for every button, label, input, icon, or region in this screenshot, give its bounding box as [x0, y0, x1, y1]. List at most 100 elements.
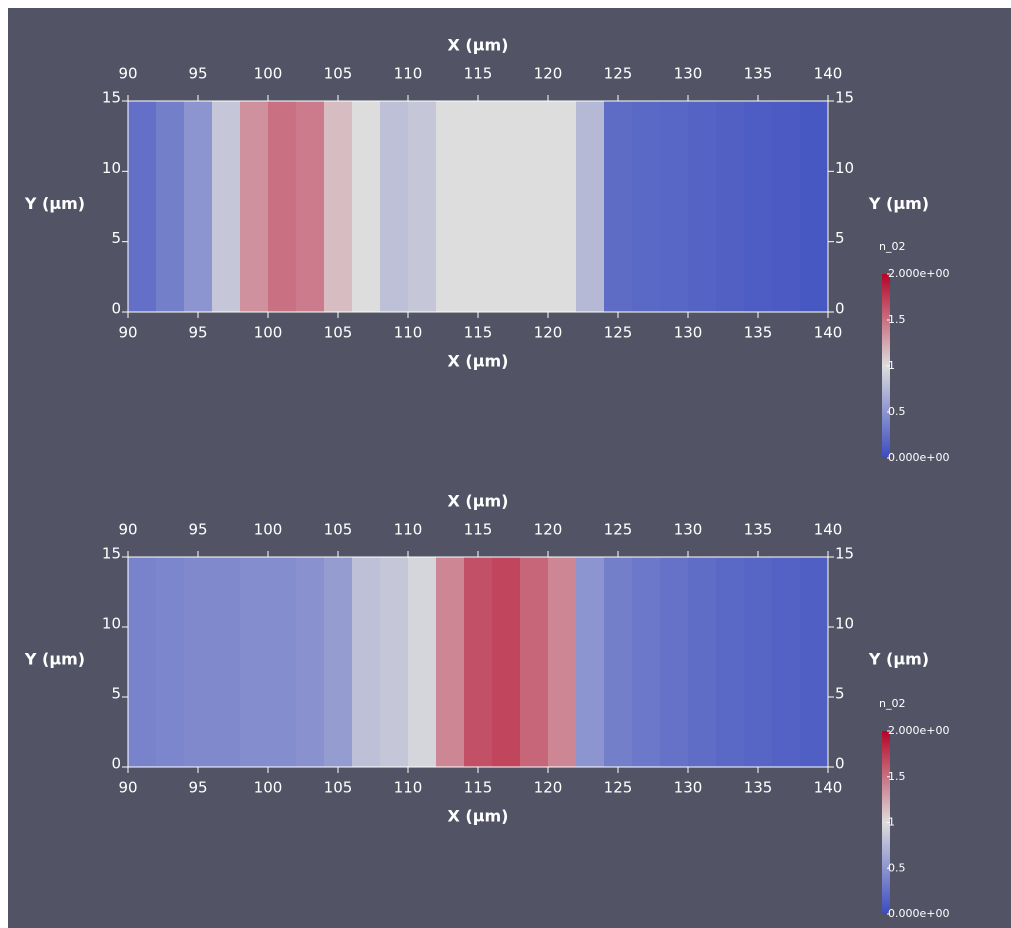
heatmap-cell	[632, 101, 661, 312]
x-tick-label-bottom: 100	[254, 324, 283, 342]
heatmap-cell	[184, 557, 213, 767]
heatmap-cell	[184, 101, 213, 312]
heatmap-cell	[604, 557, 633, 767]
heatmap-cell	[408, 101, 437, 312]
y-tick-label-right: 0	[835, 300, 845, 318]
heatmap-cell	[240, 101, 269, 312]
y-tick-label-right: 15	[835, 545, 854, 563]
x-tick-label-bottom: 130	[674, 324, 703, 342]
heatmap-cell	[744, 101, 773, 312]
x-tick-label-top: 120	[534, 521, 563, 539]
x-tick-label-top: 115	[464, 65, 493, 83]
heatmap-cell	[156, 101, 185, 312]
x-tick-label-top: 125	[604, 521, 633, 539]
colorbar-tick-label: 2.000e+00	[888, 267, 949, 280]
heatmap-cell	[604, 101, 633, 312]
x-axis-label-bottom: X (µm)	[448, 352, 509, 371]
x-tick-label-top: 90	[118, 65, 137, 83]
x-tick-label-top: 125	[604, 65, 633, 83]
heatmap-cell	[352, 101, 381, 312]
heatmap-cell	[688, 557, 717, 767]
x-tick-label-bottom: 140	[814, 779, 843, 797]
heatmap-cell	[128, 101, 157, 312]
x-tick-label-bottom: 135	[744, 779, 773, 797]
x-tick-label-top: 95	[188, 65, 207, 83]
x-tick-label-bottom: 140	[814, 324, 843, 342]
x-tick-label-top: 90	[118, 521, 137, 539]
colorbar-tick-label: 0.000e+00	[888, 451, 949, 464]
x-tick-label-bottom: 95	[188, 324, 207, 342]
heatmap-cell	[464, 101, 493, 312]
heatmap-cell	[408, 557, 437, 767]
heatmap-cell	[268, 557, 297, 767]
x-axis-label-top: X (µm)	[448, 492, 509, 511]
x-tick-label-bottom: 135	[744, 324, 773, 342]
heatmap-cell	[212, 101, 241, 312]
heatmap-cell	[128, 557, 157, 767]
y-tick-label-left: 10	[102, 159, 121, 177]
heatmap-cell	[632, 557, 661, 767]
x-tick-label-bottom: 115	[464, 324, 493, 342]
heatmap-cell	[324, 557, 353, 767]
x-tick-label-top: 110	[394, 521, 423, 539]
x-tick-label-top: 105	[324, 521, 353, 539]
heatmap-cell	[576, 557, 605, 767]
x-tick-label-bottom: 125	[604, 779, 633, 797]
x-tick-label-top: 100	[254, 521, 283, 539]
heatmap-cell	[296, 557, 325, 767]
x-tick-label-bottom: 95	[188, 779, 207, 797]
heatmap-cell	[800, 101, 829, 312]
x-tick-label-top: 130	[674, 65, 703, 83]
x-tick-label-top: 120	[534, 65, 563, 83]
y-tick-label-right: 5	[835, 229, 845, 247]
y-tick-label-right: 5	[835, 685, 845, 703]
x-tick-label-top: 140	[814, 521, 843, 539]
heatmap-cell	[520, 101, 549, 312]
x-tick-label-top: 115	[464, 521, 493, 539]
x-tick-label-bottom: 110	[394, 779, 423, 797]
heatmap-cell	[324, 101, 353, 312]
x-tick-label-bottom: 125	[604, 324, 633, 342]
y-tick-label-right: 10	[835, 615, 854, 633]
x-tick-label-top: 135	[744, 521, 773, 539]
x-tick-label-bottom: 120	[534, 779, 563, 797]
x-tick-label-top: 100	[254, 65, 283, 83]
y-tick-label-left: 10	[102, 615, 121, 633]
heatmap-cell	[492, 101, 521, 312]
heatmap-cell	[212, 557, 241, 767]
colorbar-tick-label: 1.5	[888, 770, 906, 783]
heatmap-cell	[156, 557, 185, 767]
colorbar	[882, 731, 890, 914]
heatmap-cell	[268, 101, 297, 312]
x-tick-label-top: 105	[324, 65, 353, 83]
x-axis-label-bottom: X (µm)	[448, 807, 509, 826]
y-axis-label-right: Y (µm)	[868, 194, 929, 213]
y-tick-label-left: 15	[102, 89, 121, 107]
x-tick-label-bottom: 90	[118, 324, 137, 342]
x-tick-label-top: 95	[188, 521, 207, 539]
heatmap-cell	[772, 557, 801, 767]
x-tick-label-top: 110	[394, 65, 423, 83]
colorbar-tick-label: 0.5	[888, 405, 906, 418]
heatmap-cell	[492, 557, 521, 767]
x-tick-label-bottom: 105	[324, 779, 353, 797]
heatmap-cell	[576, 101, 605, 312]
x-tick-label-bottom: 100	[254, 779, 283, 797]
colorbar-tick-label: 0.000e+00	[888, 907, 949, 920]
y-tick-label-left: 0	[111, 300, 121, 318]
heatmap-cell	[380, 557, 409, 767]
heatmap-cell	[464, 557, 493, 767]
y-axis-label-left: Y (µm)	[24, 194, 85, 213]
x-tick-label-bottom: 130	[674, 779, 703, 797]
x-axis-label-top: X (µm)	[448, 36, 509, 55]
y-tick-label-right: 15	[835, 89, 854, 107]
colorbar-title: n_02	[879, 697, 905, 710]
colorbar	[882, 274, 890, 458]
y-tick-label-right: 10	[835, 159, 854, 177]
colorbar-tick-label: 0.5	[888, 861, 906, 874]
heatmap-cell	[296, 101, 325, 312]
heatmap-cell	[548, 557, 577, 767]
heatmap-cell	[744, 557, 773, 767]
x-tick-label-bottom: 90	[118, 779, 137, 797]
